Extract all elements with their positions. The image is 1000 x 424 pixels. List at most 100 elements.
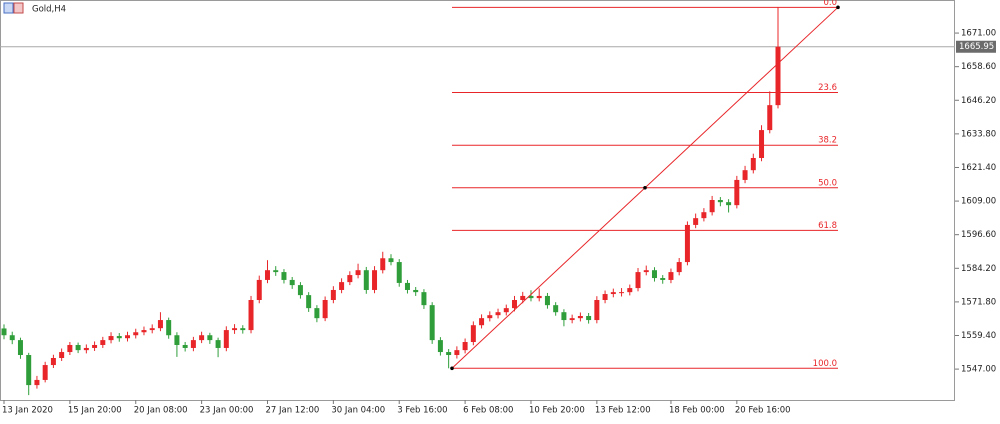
y-tick-label: 1621.40 — [961, 163, 996, 173]
y-tick-label: 1646.20 — [961, 96, 996, 106]
candle-body — [330, 289, 336, 300]
candle-body — [363, 270, 369, 290]
x-tick-label: 23 Jan 00:00 — [200, 406, 254, 416]
candle-body — [141, 330, 147, 333]
candle-body — [264, 270, 270, 280]
candle-body — [1, 328, 7, 336]
x-tick-label: 30 Jan 04:00 — [331, 406, 385, 416]
candle-body — [125, 335, 131, 339]
x-tick-label: 13 Jan 2020 — [2, 406, 53, 416]
candle-body — [273, 270, 279, 273]
candle-body — [569, 318, 575, 321]
candle-body — [297, 285, 303, 296]
candle-body — [750, 157, 756, 171]
candle-body — [446, 352, 452, 356]
candle-body — [668, 272, 674, 280]
candle-body — [100, 340, 106, 345]
symbol-icon — [3, 2, 24, 14]
candle-body — [421, 292, 427, 306]
candle-body — [520, 295, 526, 300]
candle-body — [709, 200, 715, 213]
y-tick-label: 1658.60 — [961, 62, 996, 72]
x-tick-label: 20 Jan 08:00 — [134, 406, 188, 416]
candle-body — [17, 340, 23, 356]
candle-body — [248, 300, 254, 331]
last-price-box — [956, 40, 996, 53]
candle-body — [306, 295, 312, 309]
candle-body — [503, 308, 509, 313]
candle-body — [190, 340, 196, 348]
candle-body — [495, 312, 501, 316]
candle-body — [174, 335, 180, 345]
candle-body — [693, 218, 699, 225]
candle-body — [67, 344, 73, 353]
candle-body — [701, 212, 707, 219]
x-tick-label: 3 Feb 16:00 — [397, 406, 447, 416]
x-tick-label: 10 Feb 20:00 — [529, 406, 585, 416]
candle-body — [742, 170, 748, 180]
candle-body — [116, 336, 122, 339]
candle-body — [223, 330, 229, 348]
candle-body — [322, 300, 328, 319]
candle-body — [108, 336, 114, 341]
candle-body — [717, 200, 723, 203]
candle-body — [240, 328, 246, 331]
y-tick-label: 1633.80 — [961, 129, 996, 139]
candle-body — [429, 305, 435, 341]
candle-body — [726, 202, 732, 206]
fib-level-label: 0.0 — [823, 0, 837, 8]
candle-body — [75, 344, 81, 351]
y-tick-label: 1559.40 — [961, 331, 996, 341]
fib-anchor — [836, 5, 840, 10]
candle-body — [479, 318, 485, 326]
candle-body — [355, 270, 361, 276]
candle-body — [602, 294, 608, 300]
chart-title: Gold,H4 — [32, 5, 66, 15]
candle-body — [775, 46, 781, 106]
fib-midpoint — [643, 186, 647, 190]
candle-body — [372, 270, 378, 290]
fib-level-label: 38.2 — [818, 136, 837, 146]
candle-body — [586, 315, 592, 321]
candle-body — [396, 262, 402, 283]
fib-level-label: 61.8 — [818, 221, 837, 231]
y-tick-label: 1571.80 — [961, 297, 996, 307]
x-tick-label: 15 Jan 20:00 — [68, 406, 122, 416]
candle-body — [561, 312, 567, 321]
candle-body — [404, 282, 410, 290]
y-tick-label: 1547.00 — [961, 365, 996, 375]
y-tick-label: 1671.00 — [961, 29, 996, 39]
fib-anchor — [450, 366, 454, 371]
candle-body — [199, 335, 205, 341]
candle-body — [42, 365, 48, 380]
candle-body — [83, 347, 89, 351]
x-tick-label: 13 Feb 12:00 — [595, 406, 651, 416]
candle-body — [380, 258, 386, 271]
candle-body — [643, 270, 649, 273]
candle-body — [759, 130, 765, 158]
candle-body — [388, 258, 394, 263]
candle-body — [767, 105, 773, 131]
candle-body — [627, 288, 633, 293]
candle-body — [454, 350, 460, 356]
candle-body — [281, 272, 287, 280]
candle-body — [59, 352, 65, 358]
candle-body — [157, 320, 163, 329]
y-tick-label: 1584.20 — [961, 264, 996, 274]
x-tick-label: 27 Jan 12:00 — [265, 406, 319, 416]
candle-body — [528, 295, 534, 299]
candle-body — [462, 342, 468, 351]
candle-body — [215, 340, 221, 348]
candle-body — [149, 328, 155, 331]
candle-body — [182, 344, 188, 348]
candle-body — [553, 305, 559, 313]
x-tick-label: 20 Feb 16:00 — [735, 406, 791, 416]
candle-body — [676, 262, 682, 273]
x-tick-label: 18 Feb 00:00 — [669, 406, 725, 416]
candle-body — [347, 275, 353, 283]
candle-body — [289, 279, 295, 286]
candle-body — [610, 292, 616, 295]
candle-body — [487, 315, 493, 319]
candle-body — [133, 332, 139, 336]
